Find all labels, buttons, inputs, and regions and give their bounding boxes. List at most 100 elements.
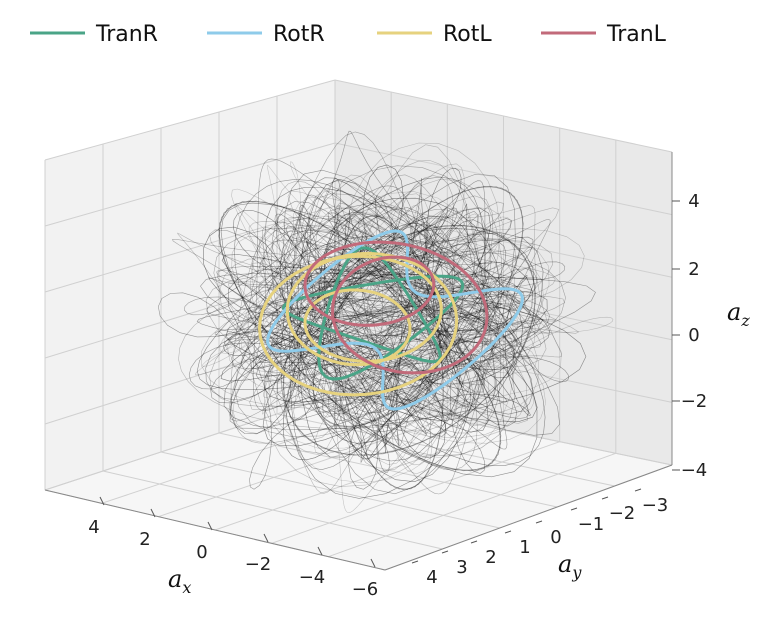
background-trajectory [203,164,533,459]
z-tick-label: 2 [688,259,699,280]
y-axis-label: ay [558,550,582,582]
series-tranl [303,240,489,375]
background-trajectory [322,202,557,418]
background-trajectory [194,163,550,465]
z-axis-label: az [727,298,750,330]
y-axis-line [384,464,673,571]
background-trajectory [201,182,500,443]
background-trajectory [268,260,451,415]
background-trajectory [227,188,565,472]
background-trajectory [206,185,443,379]
grid-line [328,452,617,558]
background-trajectory [247,144,580,427]
y-tick-label: −1 [578,514,605,535]
background-trajectory [219,161,511,410]
x-tick-label: −6 [352,579,379,600]
y-tick-mark [535,520,543,524]
x-tick-label: −4 [299,567,326,588]
legend-label-tranr: TranR [95,22,158,47]
grid-line [44,331,336,425]
background-trajectory [233,167,517,421]
grid-line [334,79,673,153]
background-trajectory [200,169,596,495]
background-trajectory [214,180,508,450]
background-trajectory [262,164,515,415]
background-trajectory [259,213,534,455]
y-tick-mark [441,550,449,554]
grid-line [44,205,336,293]
background-trajectory [300,178,531,388]
background-trajectory [269,277,507,374]
background-trajectory [196,176,551,462]
x-tick-mark [150,508,156,518]
background-trajectory [172,131,533,427]
z-tick-label: 4 [688,191,699,212]
background-trajectory [178,280,515,429]
background-trajectory [314,242,519,452]
y-tick-mark [470,540,478,544]
x-axis-line [44,489,386,571]
background-trajectory [216,212,445,412]
background-trajectory [264,187,546,466]
background-trajectory [224,218,458,407]
background-trajectory [227,213,546,484]
z-tick-label: −4 [681,460,708,481]
x-tick-mark [263,533,269,543]
legend-label-tranl: TranL [606,22,667,47]
background-trajectory [218,200,502,472]
grid-line [271,441,560,544]
grid-line [44,79,336,161]
x-tick-mark [207,521,213,531]
x-tick-label: −2 [245,554,272,575]
legend-label-rotr: RotR [273,22,325,47]
legend: TranR RotR RotL TranL [30,22,667,47]
background-trajectory [209,201,504,446]
background-trajectory [188,204,500,473]
background-trajectory [220,178,544,458]
y-tick-mark [411,560,419,564]
background-trajectory [312,185,524,428]
grid-line [334,331,673,403]
grid-line [214,429,504,531]
grid-line [334,142,673,216]
y-tick-label: −3 [642,495,669,516]
x-tick-label: 4 [88,517,99,538]
background-trajectory [263,190,512,398]
background-trajectory [230,217,515,444]
y-tick-mark [570,507,578,511]
background-trajectory [213,165,566,456]
background-trajectory [283,221,614,514]
background-trajectory [219,174,517,441]
y-tick-mark [504,530,512,534]
legend-label-rotl: RotL [443,22,492,47]
background-trajectory [210,228,447,437]
y-tick-label: 0 [550,527,561,548]
grid-line [101,406,392,504]
x-tick-label: 0 [196,542,207,563]
background-trajectory [238,180,469,401]
y-tick-label: 1 [519,537,530,558]
background-trajectory [281,217,550,434]
background-trajectory [258,203,570,463]
z-tick-label: −2 [681,391,708,412]
y-tick-mark [601,496,609,500]
background-trajectory [270,221,538,437]
left-wall-pane [45,80,335,490]
y-tick-label: 2 [485,547,496,568]
x-tick-mark [370,558,376,568]
y-tick-mark [634,488,642,492]
background-trajectory [347,217,541,415]
background-trajectory [217,201,476,415]
x-tick-mark [99,496,105,506]
background-trajectory [271,212,515,414]
background-trajectory [245,180,562,426]
background-trajectory [305,240,427,435]
background-trajectory [253,158,533,412]
z-tick-label: 0 [688,325,699,346]
x-tick-label: 2 [139,529,150,550]
y-tick-label: 4 [426,567,437,588]
background-trajectory [233,179,448,422]
x-axis-label: ax [168,565,191,597]
background-trajectory [300,242,503,410]
